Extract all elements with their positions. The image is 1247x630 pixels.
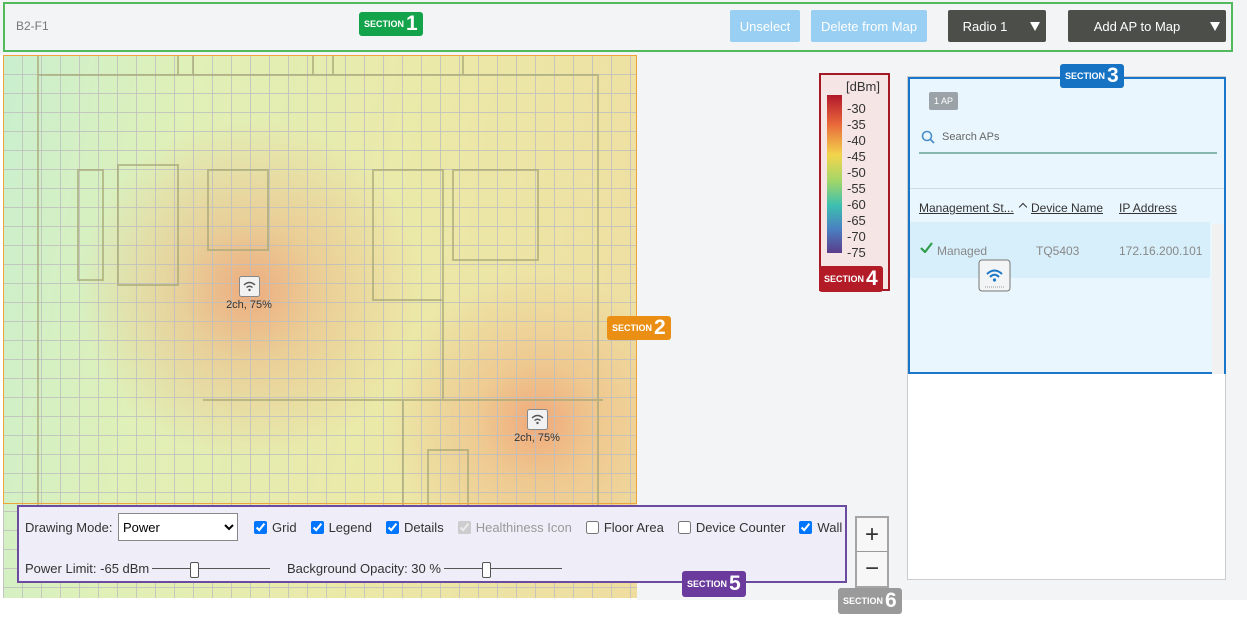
legend-colorbar xyxy=(827,95,842,253)
scrollbar[interactable] xyxy=(1212,224,1224,374)
option-checkbox[interactable] xyxy=(799,521,813,534)
option-checkbox[interactable] xyxy=(585,521,599,534)
badge-number: 4 xyxy=(866,267,878,290)
badge-number: 5 xyxy=(729,572,741,595)
option-checkbox[interactable] xyxy=(310,521,324,534)
sort-icon xyxy=(1018,202,1028,212)
header-rule xyxy=(910,188,1224,189)
option[interactable]: Wall xyxy=(799,520,842,535)
zoom-control: + − xyxy=(855,516,889,588)
badge-number: 6 xyxy=(885,589,897,612)
option-label: Details xyxy=(403,520,444,535)
legend-tick-label: -35 xyxy=(847,117,866,132)
legend-tick-label: -50 xyxy=(847,165,866,180)
opacity-label: Background Opacity: 30 % xyxy=(287,561,441,576)
drawing-mode-label: Drawing Mode: xyxy=(25,520,113,535)
section-2-frame xyxy=(3,55,637,504)
ap-icon[interactable] xyxy=(527,409,548,430)
power-slider[interactable] xyxy=(152,561,271,578)
ap-drag-icon[interactable] xyxy=(978,259,1011,292)
options: Grid Legend Details Healthiness Icon Floor A… xyxy=(254,520,842,535)
check-icon xyxy=(920,242,933,253)
ap-label: 2ch, 75% xyxy=(514,432,560,444)
option-label: Grid xyxy=(272,520,297,535)
option-checkbox[interactable] xyxy=(385,521,399,534)
search-input[interactable]: Search APs xyxy=(942,131,1000,143)
section-1-frame xyxy=(3,2,1233,52)
ap-icon[interactable] xyxy=(239,276,260,297)
floor-name: B2-F1 xyxy=(16,19,49,33)
search-icon xyxy=(921,130,935,144)
section-badge: SECTION 1 xyxy=(359,12,423,36)
background-opacity: Background Opacity: 30 % xyxy=(287,561,562,578)
option-label: Healthiness Icon xyxy=(475,520,572,535)
radio-label: Radio 1 xyxy=(962,18,1008,34)
legend-tick-label: -60 xyxy=(847,197,866,212)
badge-label: SECTION xyxy=(364,19,405,29)
section-3-frame: 1 AP Search APs Management St... Device … xyxy=(908,77,1226,374)
controls-panel: Drawing Mode: Power Grid Legend Details Hea… xyxy=(17,505,847,583)
zoom-in[interactable]: + xyxy=(857,518,887,552)
power-limit: Power Limit: -65 dBm xyxy=(25,561,271,578)
option-label: Device Counter xyxy=(695,520,786,535)
option-checkbox[interactable] xyxy=(457,521,471,534)
zoom-out[interactable]: − xyxy=(864,555,879,582)
badge-number: 3 xyxy=(1107,64,1119,87)
option[interactable]: Details xyxy=(385,520,444,535)
option[interactable]: Floor Area xyxy=(585,520,664,535)
option-checkbox[interactable] xyxy=(254,521,267,534)
option-label: Wall xyxy=(817,520,843,535)
legend-tick-label: -75 xyxy=(847,245,866,260)
search-underline xyxy=(919,152,1217,154)
delete-button[interactable]: Delete from Map xyxy=(811,10,927,42)
option-label: Floor Area xyxy=(603,520,664,535)
legend-tick-label: -65 xyxy=(847,213,866,228)
legend-unit: [dBm] xyxy=(846,79,880,94)
badge-number: 2 xyxy=(654,316,666,339)
opacity-slider[interactable] xyxy=(443,561,562,578)
legend-tick-label: -30 xyxy=(847,101,866,116)
legend-tick-label: -55 xyxy=(847,181,866,196)
option[interactable]: Grid xyxy=(254,520,297,535)
cell: 172.16.200.101 xyxy=(1119,244,1203,258)
column-header[interactable]: Device Name xyxy=(1031,201,1104,215)
option[interactable]: Device Counter xyxy=(677,520,786,535)
cell: TQ5403 xyxy=(1036,244,1080,258)
badge-label: SECTION xyxy=(612,323,653,333)
ap-label: 2ch, 75% xyxy=(226,299,272,311)
radio-select[interactable]: Radio 1 xyxy=(948,10,1046,42)
drawing-mode-select[interactable]: Power xyxy=(118,513,238,541)
add-ap-label: Add AP to Map xyxy=(1093,18,1181,34)
option[interactable]: Legend xyxy=(310,520,372,535)
badge-number: 1 xyxy=(406,12,418,35)
badge-label: SECTION xyxy=(687,579,728,589)
column-header[interactable]: IP Address xyxy=(1119,201,1177,215)
badge-label: SECTION xyxy=(824,274,865,284)
badge-label: SECTION xyxy=(1065,71,1106,81)
signal-legend: [dBm] -30 -35 -40 -45 -50 -55 -60 -65 -70 -75 xyxy=(819,73,890,291)
legend-tick-label: -45 xyxy=(847,149,866,164)
selected-row[interactable]: Managed TQ5403 172.16.200.101 xyxy=(910,222,1210,292)
unselect-button[interactable]: Unselect xyxy=(730,10,800,42)
badge-label: SECTION xyxy=(843,596,884,606)
ap-count: 1 AP xyxy=(929,92,959,110)
legend-tick-label: -40 xyxy=(847,133,866,148)
cell: Managed xyxy=(937,244,988,258)
legend-tick-label: -70 xyxy=(847,229,866,244)
option-checkbox[interactable] xyxy=(677,521,691,534)
column-header[interactable]: Management St... xyxy=(919,201,1014,215)
power-limit-label: Power Limit: -65 dBm xyxy=(25,561,150,576)
option-label: Legend xyxy=(328,520,372,535)
add-ap-button[interactable]: Add AP to Map xyxy=(1068,10,1226,42)
option[interactable]: Healthiness Icon xyxy=(457,520,572,535)
